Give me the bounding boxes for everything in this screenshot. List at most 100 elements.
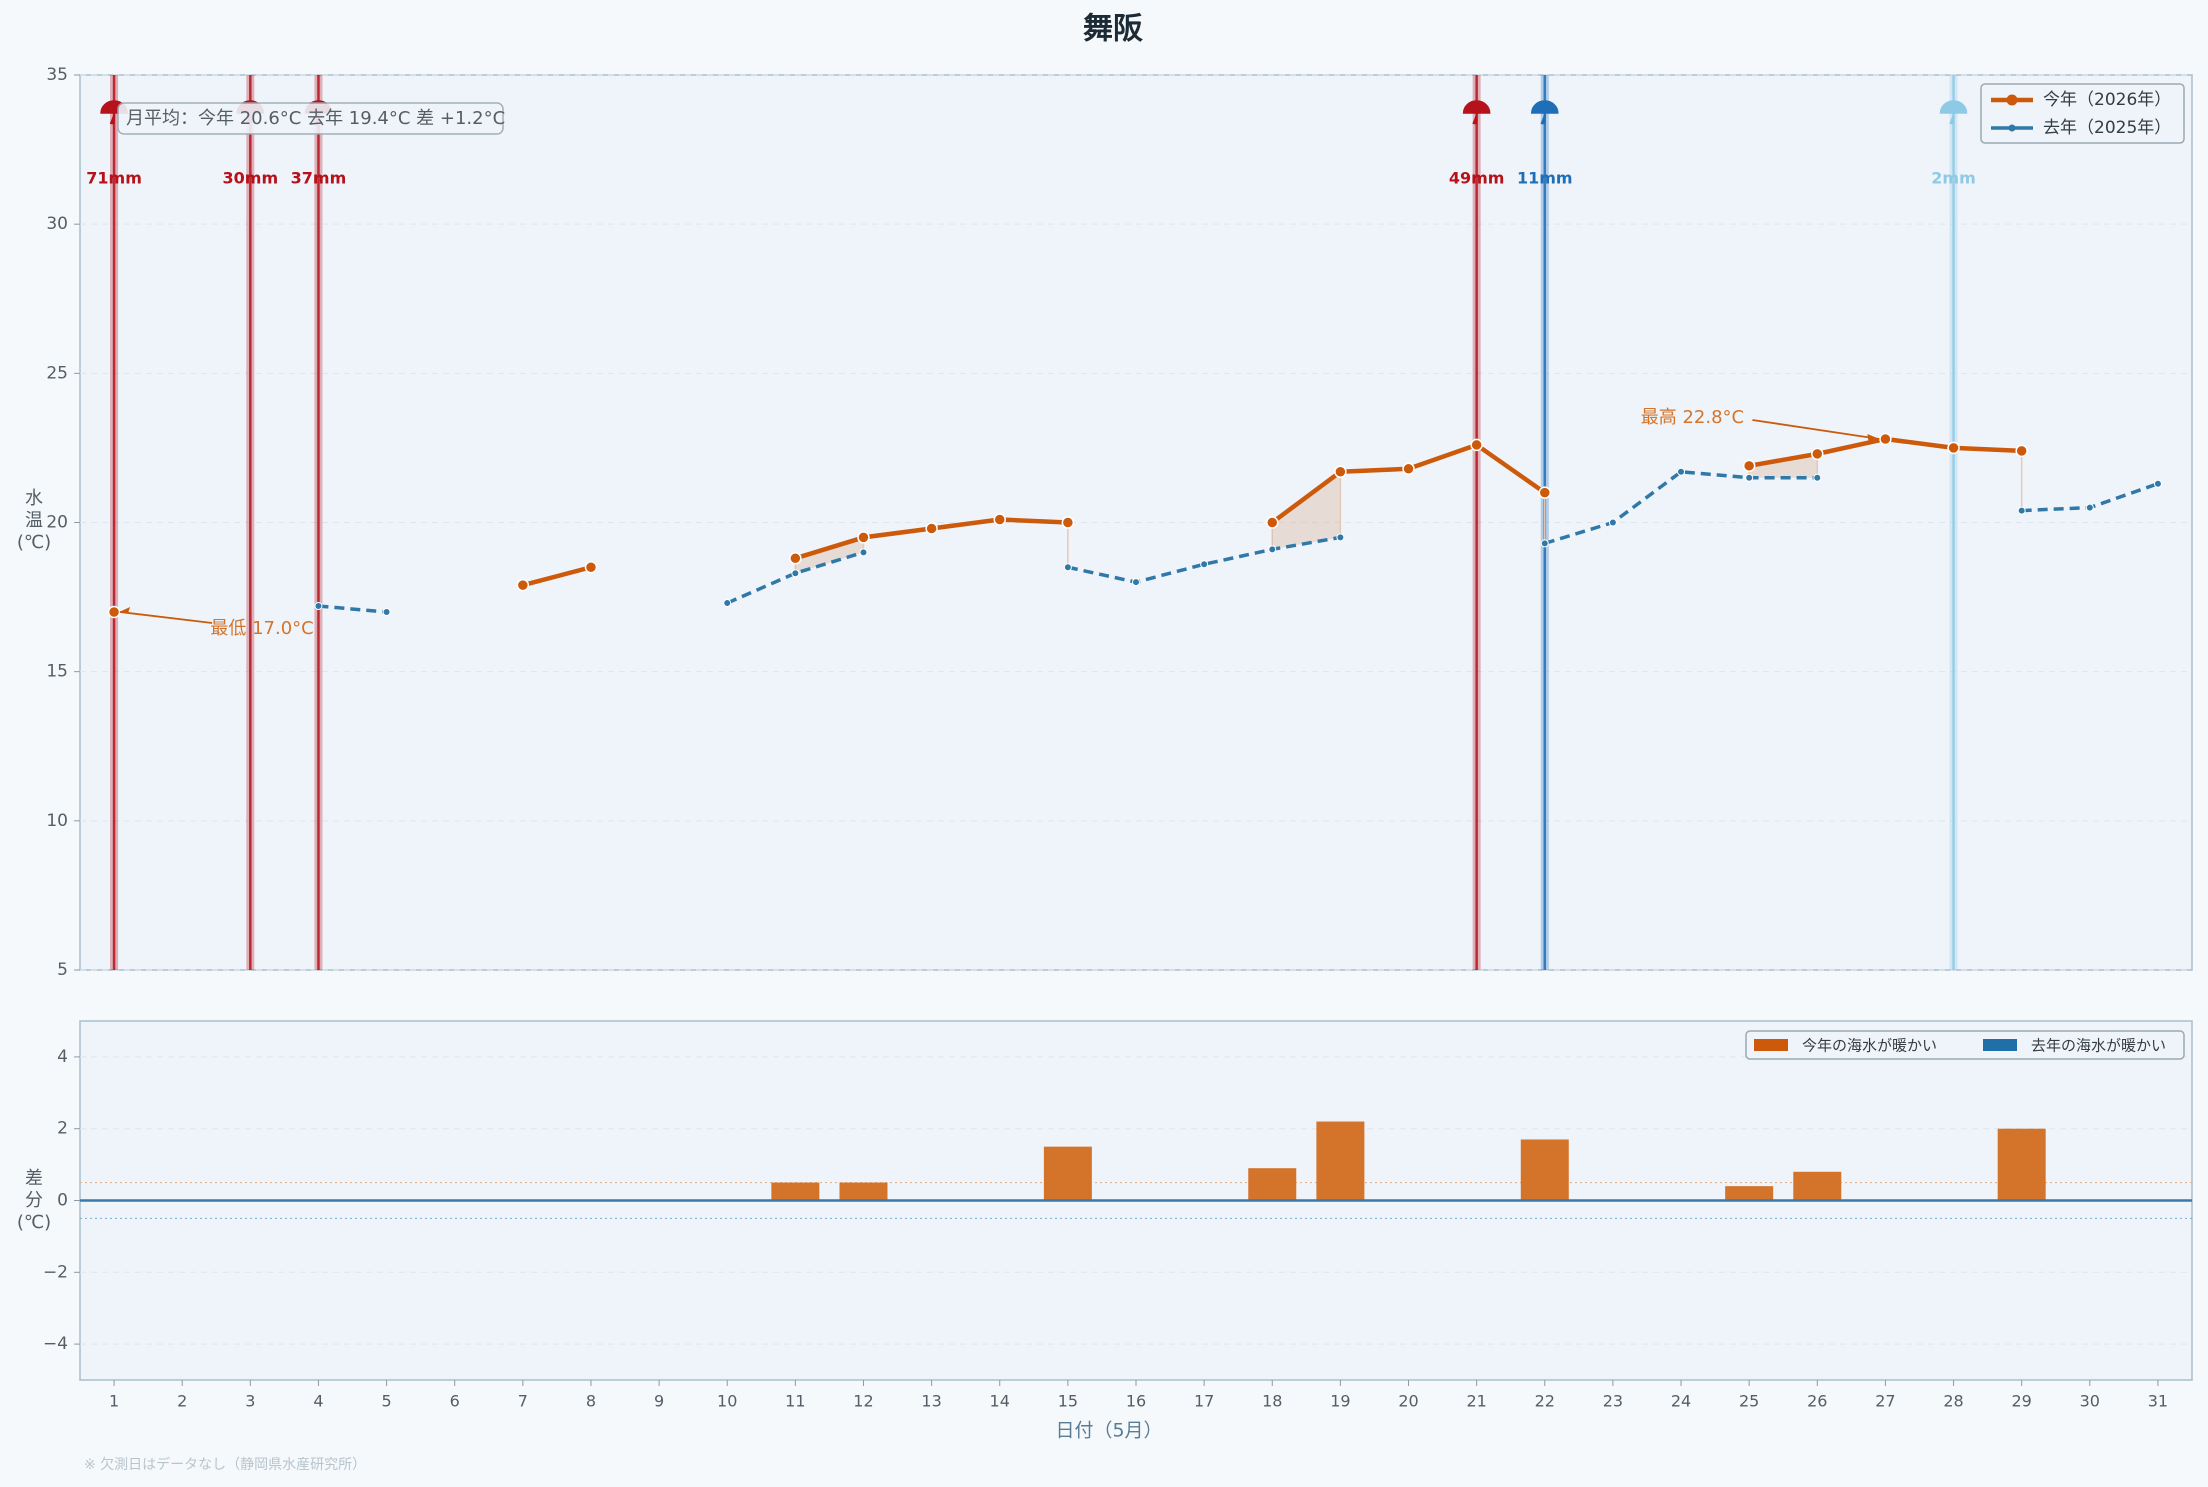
umbrella-icon (1462, 100, 1491, 125)
legend-label: 今年（2026年） (2043, 90, 2171, 110)
bar (839, 1182, 888, 1201)
legend-marker (2008, 124, 2016, 132)
x-tick-label: 10 (717, 1392, 737, 1411)
x-tick-label: 30 (2080, 1392, 2100, 1411)
rain-label: 37mm (291, 169, 347, 188)
legend-label: 去年（2025年） (2043, 118, 2171, 138)
y-tick-label: 30 (46, 214, 68, 234)
annotation-arrowhead (119, 607, 131, 613)
x-tick-label: 16 (1126, 1392, 1146, 1411)
x-tick-label: 20 (1398, 1392, 1418, 1411)
annotation: 最低 17.0°C (210, 618, 313, 639)
point (1132, 578, 1140, 587)
annotation: 最高 22.8°C (1641, 407, 1744, 428)
point (1268, 545, 1277, 554)
x-tick-label: 27 (1875, 1392, 1895, 1411)
bar (1793, 1171, 1842, 1201)
x-tick-label: 25 (1739, 1392, 1759, 1411)
x-tick-label: 18 (1262, 1392, 1282, 1411)
point (1745, 473, 1754, 482)
y-axis-label: 水 温 (℃) (16, 488, 52, 553)
stats-text: 月平均：今年 20.6°C 去年 19.4°C 差 +1.2°C (126, 108, 505, 129)
y-tick-label: 20 (46, 513, 68, 533)
x-tick-label: 21 (1466, 1392, 1486, 1411)
point (107, 605, 121, 619)
x-tick-label: 2 (177, 1392, 187, 1411)
x-axis-label: 日付（5月） (1055, 1420, 1162, 1442)
bar (1043, 1146, 1092, 1201)
x-tick-label: 4 (313, 1392, 323, 1411)
bar (1725, 1186, 1774, 1201)
annotation-arrow (1752, 419, 1880, 440)
stats-box (117, 102, 504, 135)
bar (1316, 1121, 1365, 1201)
point (1947, 441, 1960, 455)
x-tick-label: 14 (990, 1392, 1010, 1411)
point (857, 531, 870, 544)
x-tick-label: 8 (586, 1392, 596, 1411)
point (859, 548, 868, 557)
point (314, 602, 323, 611)
y-tick-label: 10 (46, 811, 68, 831)
bar (1997, 1128, 2046, 1201)
rain-label: 2mm (1931, 169, 1975, 188)
y-tick-label: 0 (57, 1191, 68, 1211)
point (1813, 473, 1822, 482)
point (789, 552, 802, 565)
bar (771, 1182, 820, 1201)
x-tick-label: 17 (1194, 1392, 1214, 1411)
x-tick-label: 3 (245, 1392, 255, 1411)
legend-label: 今年の海水が暖かい (1802, 1037, 1937, 1055)
point (1677, 467, 1686, 476)
legend-marker (2006, 94, 2018, 106)
footer-note: ※ 欠測日はデータなし（静岡県水産研究所） (84, 1456, 366, 1473)
point (1608, 518, 1617, 527)
point (2153, 479, 2162, 488)
point (1334, 465, 1347, 479)
point (1811, 447, 1824, 461)
y-tick-label: −4 (43, 1334, 68, 1354)
point (382, 608, 391, 616)
point (1200, 560, 1209, 569)
x-tick-label: 7 (518, 1392, 528, 1411)
x-tick-label: 28 (1943, 1392, 1963, 1411)
x-tick-label: 23 (1603, 1392, 1623, 1411)
point (925, 522, 938, 535)
x-tick-label: 6 (450, 1392, 460, 1411)
x-tick-label: 15 (1058, 1392, 1078, 1411)
point (2085, 503, 2094, 512)
point (723, 599, 732, 608)
legend-box (1745, 1030, 2185, 1060)
point (2017, 506, 2026, 515)
bar (1520, 1139, 1569, 1201)
point (1402, 462, 1415, 476)
umbrella-icon (1939, 100, 1968, 125)
annotation-arrowhead (1867, 433, 1880, 441)
legend-label: 去年の海水が暖かい (2031, 1037, 2166, 1055)
legend-swatch (1983, 1039, 2017, 1051)
rain-label: 71mm (86, 169, 142, 188)
point (993, 513, 1006, 526)
rain-label: 30mm (223, 169, 279, 188)
point (791, 569, 800, 578)
x-tick-label: 1 (109, 1392, 119, 1411)
y-tick-label: 2 (57, 1119, 68, 1139)
x-tick-label: 12 (853, 1392, 873, 1411)
x-tick-label: 26 (1807, 1392, 1827, 1411)
series-line (318, 470, 2159, 614)
x-tick-label: 22 (1535, 1392, 1555, 1411)
annotation-arrow (119, 611, 213, 624)
point (584, 561, 598, 574)
y-tick-label: 35 (46, 65, 68, 85)
point (1538, 486, 1552, 499)
x-tick-label: 29 (2011, 1392, 2031, 1411)
x-tick-label: 13 (921, 1392, 941, 1411)
point (1061, 516, 1075, 529)
x-tick-label: 5 (381, 1392, 391, 1411)
point (1470, 438, 1483, 452)
legend-swatch (1754, 1039, 1788, 1051)
bar (1248, 1168, 1297, 1201)
point (516, 578, 530, 592)
